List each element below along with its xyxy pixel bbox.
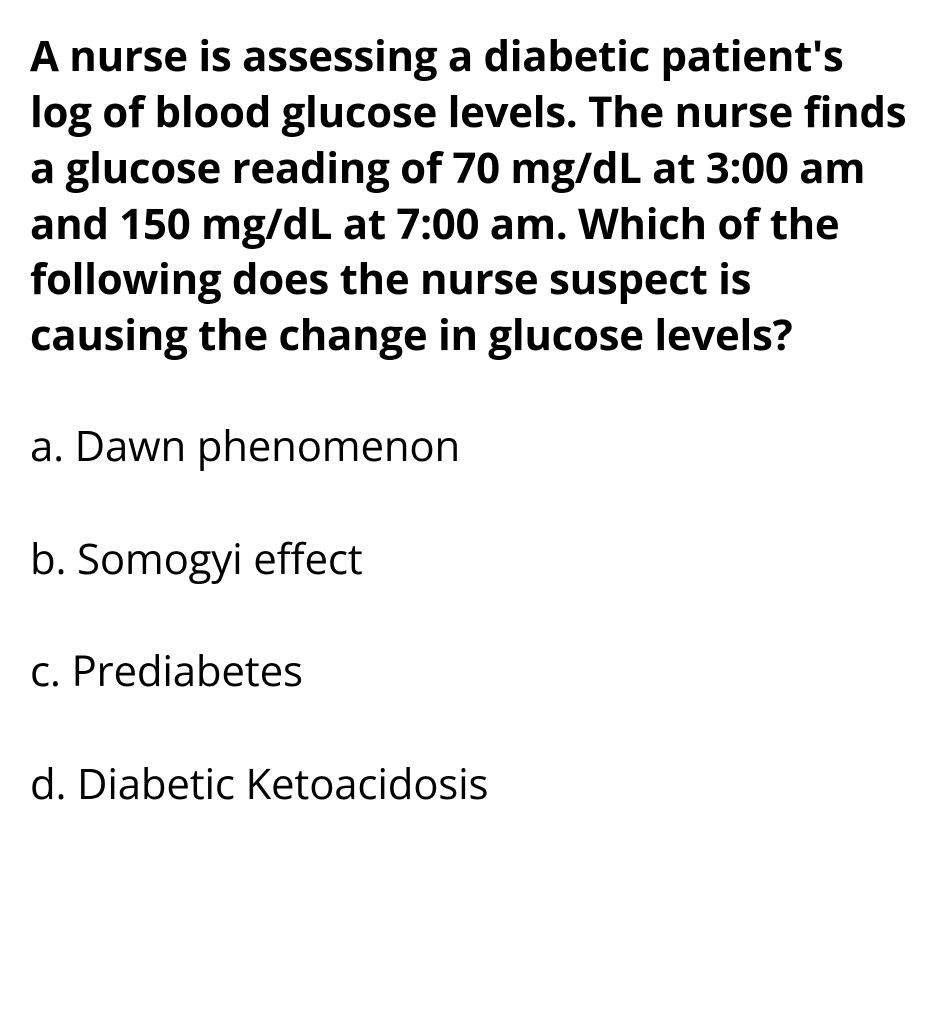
option-d[interactable]: d. Diabetic Ketoacidosis	[30, 757, 909, 812]
option-c[interactable]: c. Prediabetes	[30, 644, 909, 699]
question-container: A nurse is assessing a diabetic patient'…	[0, 0, 939, 842]
question-text: A nurse is assessing a diabetic patient'…	[30, 28, 909, 363]
option-a[interactable]: a. Dawn phenomenon	[30, 419, 909, 474]
option-b[interactable]: b. Somogyi effect	[30, 532, 909, 587]
